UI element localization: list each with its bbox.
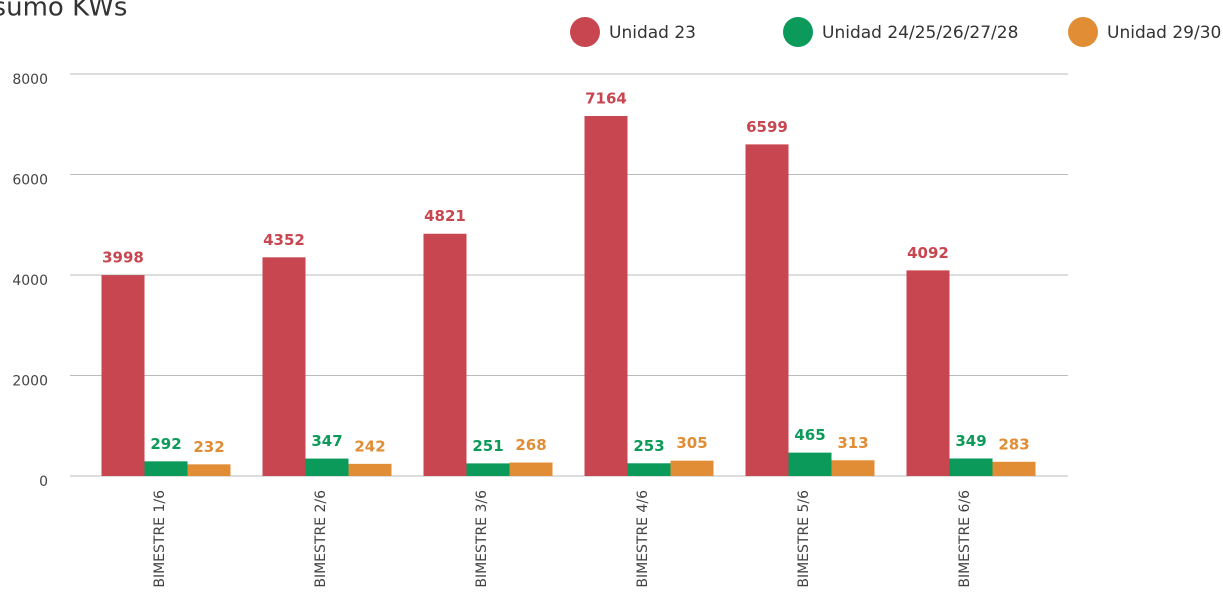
x-tick-label: BIMESTRE 4/6 xyxy=(635,490,651,588)
chart-title: Consumo KWs xyxy=(0,0,127,23)
value-label: 349 xyxy=(955,432,986,450)
legend-label: Unidad 24/25/26/27/28 xyxy=(822,23,1018,43)
value-label: 292 xyxy=(150,435,181,453)
legend-label: Unidad 29/30 xyxy=(1107,23,1221,43)
bar xyxy=(584,116,628,476)
bar xyxy=(949,458,993,476)
x-tick-label: BIMESTRE 2/6 xyxy=(313,490,329,588)
value-label: 232 xyxy=(193,438,224,456)
value-label: 305 xyxy=(676,434,707,452)
value-label: 4821 xyxy=(424,207,466,225)
x-tick-label: BIMESTRE 5/6 xyxy=(796,490,812,588)
value-label: 7164 xyxy=(585,90,627,108)
legend-label: Unidad 23 xyxy=(609,23,696,43)
value-label: 268 xyxy=(515,436,546,454)
value-label: 3998 xyxy=(102,249,144,267)
y-tick-label: 0 xyxy=(39,474,48,490)
bar xyxy=(509,462,553,476)
legend-swatch xyxy=(570,17,600,47)
bar xyxy=(670,460,714,476)
value-label: 283 xyxy=(998,435,1029,453)
bar xyxy=(305,458,349,476)
bar xyxy=(348,463,392,476)
value-label: 465 xyxy=(794,426,825,444)
value-label: 4352 xyxy=(263,231,305,249)
bar xyxy=(992,461,1036,476)
x-tick-label: BIMESTRE 3/6 xyxy=(474,490,490,588)
y-tick-label: 6000 xyxy=(12,173,48,189)
bar xyxy=(187,464,231,476)
bar xyxy=(144,461,188,476)
x-tick-label: BIMESTRE 1/6 xyxy=(152,490,168,588)
value-label: 242 xyxy=(354,437,385,455)
y-tick-label: 4000 xyxy=(12,273,48,289)
bar xyxy=(906,270,950,476)
bar xyxy=(745,144,789,476)
legend-swatch xyxy=(1068,17,1098,47)
x-tick-label: BIMESTRE 6/6 xyxy=(957,490,973,588)
bar xyxy=(788,452,832,476)
value-label: 4092 xyxy=(907,244,949,262)
y-tick-label: 8000 xyxy=(12,72,48,88)
bar xyxy=(101,275,145,476)
y-tick-label: 2000 xyxy=(12,374,48,390)
bar xyxy=(627,463,671,476)
bar xyxy=(262,257,306,476)
value-label: 253 xyxy=(633,437,664,455)
value-label: 251 xyxy=(472,437,503,455)
bar xyxy=(423,233,467,476)
value-label: 347 xyxy=(311,432,342,450)
value-label: 6599 xyxy=(746,118,788,136)
bar xyxy=(466,463,510,476)
bar xyxy=(831,460,875,476)
value-label: 313 xyxy=(837,434,868,452)
legend-swatch xyxy=(783,17,813,47)
